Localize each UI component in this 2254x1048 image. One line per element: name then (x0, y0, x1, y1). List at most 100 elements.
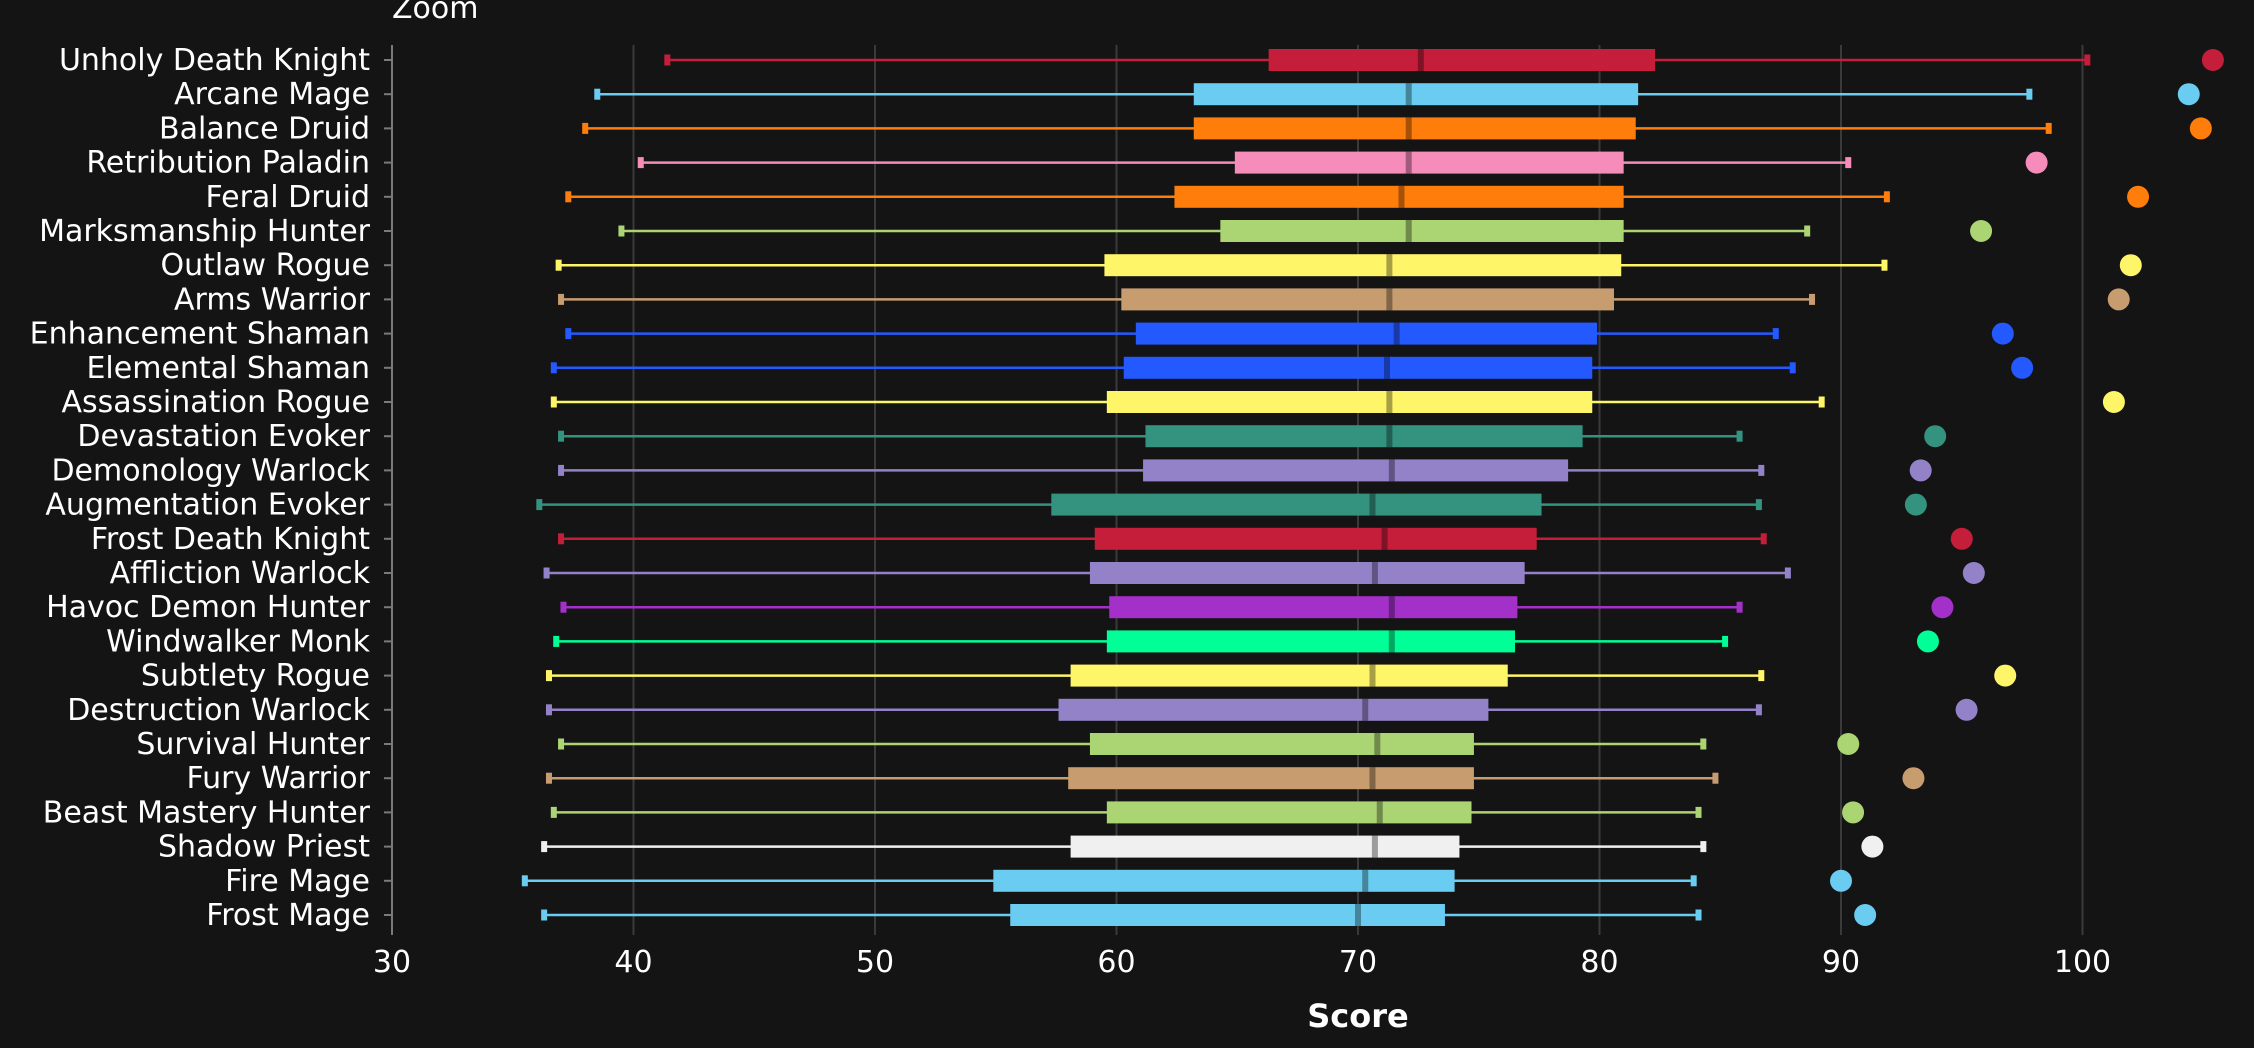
box-row[interactable] (558, 527, 1973, 550)
box-iqr[interactable] (1058, 698, 1489, 721)
box-row[interactable] (521, 869, 1852, 892)
median-marker (1369, 664, 1376, 687)
box-iqr[interactable] (1106, 801, 1472, 824)
outlier-point[interactable] (2127, 185, 2150, 208)
outlier-point[interactable] (1955, 698, 1978, 721)
zoom-label[interactable]: Zoom (392, 0, 478, 26)
outlier-point[interactable] (2011, 356, 2034, 379)
outlier-point[interactable] (2201, 49, 2224, 71)
median-marker (1371, 835, 1378, 858)
outlier-point[interactable] (2102, 391, 2125, 413)
category-label: Feral Druid (206, 180, 371, 215)
whisker-max-cap (1722, 635, 1729, 647)
box-iqr[interactable] (1106, 630, 1515, 653)
box-row[interactable] (560, 596, 1954, 619)
box-row[interactable] (558, 288, 2130, 311)
box-row[interactable] (550, 391, 2125, 413)
box-row[interactable] (618, 220, 1993, 242)
box-iqr[interactable] (1143, 459, 1569, 482)
outlier-point[interactable] (1994, 664, 2017, 687)
box-row[interactable] (558, 459, 1932, 482)
box-iqr[interactable] (1145, 425, 1583, 448)
box-row[interactable] (565, 322, 2014, 345)
box-row[interactable] (553, 630, 1939, 653)
whisker-max-cap (2026, 88, 2033, 100)
outlier-point[interactable] (1861, 835, 1884, 858)
box-row[interactable] (582, 117, 2212, 140)
box-row[interactable] (550, 356, 2034, 379)
median-marker (1374, 733, 1381, 755)
outlier-point[interactable] (1916, 630, 1939, 653)
box-row[interactable] (545, 698, 1978, 721)
box-iqr[interactable] (1220, 220, 1624, 242)
box-iqr[interactable] (1193, 83, 1639, 106)
whisker-max-cap (1845, 157, 1852, 169)
box-row[interactable] (550, 801, 1865, 824)
x-axis-title: Score (1307, 997, 1408, 1035)
box-iqr[interactable] (1193, 117, 1636, 140)
whisker-min-cap (558, 533, 565, 545)
outlier-point[interactable] (1970, 220, 1993, 242)
category-label: Devastation Evoker (77, 419, 370, 454)
box-iqr[interactable] (1010, 904, 1445, 926)
category-label: Arcane Mage (174, 77, 370, 112)
category-label: Frost Mage (206, 898, 370, 933)
box-iqr[interactable] (1234, 151, 1624, 174)
box-iqr[interactable] (1109, 596, 1518, 619)
median-marker (1405, 83, 1412, 106)
box-iqr[interactable] (1135, 322, 1598, 345)
box-iqr[interactable] (1070, 835, 1460, 858)
box-row[interactable] (555, 254, 2142, 277)
outlier-point[interactable] (1842, 801, 1865, 824)
outlier-point[interactable] (1924, 425, 1947, 448)
box-iqr[interactable] (993, 869, 1455, 892)
box-iqr[interactable] (1070, 664, 1508, 687)
outlier-point[interactable] (1854, 904, 1877, 926)
box-row[interactable] (565, 185, 2150, 208)
box-row[interactable] (545, 664, 2017, 687)
box-iqr[interactable] (1089, 733, 1474, 755)
box-iqr[interactable] (1089, 562, 1525, 584)
box-row[interactable] (541, 904, 1877, 926)
outlier-point[interactable] (1837, 733, 1860, 755)
outlier-point[interactable] (1950, 527, 1973, 550)
box-iqr[interactable] (1104, 254, 1622, 277)
outlier-point[interactable] (1830, 869, 1852, 892)
box-row[interactable] (637, 151, 2048, 174)
plot-area (521, 49, 2224, 926)
box-row[interactable] (543, 562, 1985, 584)
outlier-point[interactable] (1962, 562, 1985, 584)
whisker-min-cap (558, 430, 565, 442)
outlier-point[interactable] (1909, 459, 1932, 482)
box-iqr[interactable] (1094, 527, 1537, 550)
box-row[interactable] (545, 767, 1925, 790)
outlier-point[interactable] (1904, 493, 1927, 516)
outlier-point[interactable] (2025, 151, 2048, 174)
outlier-point[interactable] (2107, 288, 2130, 311)
outlier-point[interactable] (1902, 767, 1925, 790)
category-label: Destruction Warlock (67, 693, 370, 728)
median-marker (1405, 220, 1412, 242)
box-row[interactable] (541, 835, 1884, 858)
box-row[interactable] (594, 83, 2200, 106)
box-iqr[interactable] (1268, 49, 1656, 71)
box-row[interactable] (558, 733, 1860, 755)
box-row[interactable] (536, 493, 1927, 516)
box-iqr[interactable] (1051, 493, 1542, 516)
outlier-point[interactable] (1931, 596, 1954, 619)
box-row[interactable] (558, 425, 1947, 448)
outlier-point[interactable] (2177, 83, 2200, 106)
box-iqr[interactable] (1123, 356, 1593, 379)
box-iqr[interactable] (1106, 391, 1593, 413)
box-iqr[interactable] (1121, 288, 1614, 311)
box-iqr[interactable] (1068, 767, 1474, 790)
whisker-min-cap (545, 670, 552, 682)
category-label: Shadow Priest (158, 830, 370, 865)
box-iqr[interactable] (1174, 185, 1624, 208)
outlier-point[interactable] (2119, 254, 2142, 277)
outlier-point[interactable] (1991, 322, 2014, 345)
x-tick-label: 90 (1822, 945, 1860, 980)
outlier-point[interactable] (2189, 117, 2212, 140)
box-row[interactable] (664, 49, 2224, 71)
